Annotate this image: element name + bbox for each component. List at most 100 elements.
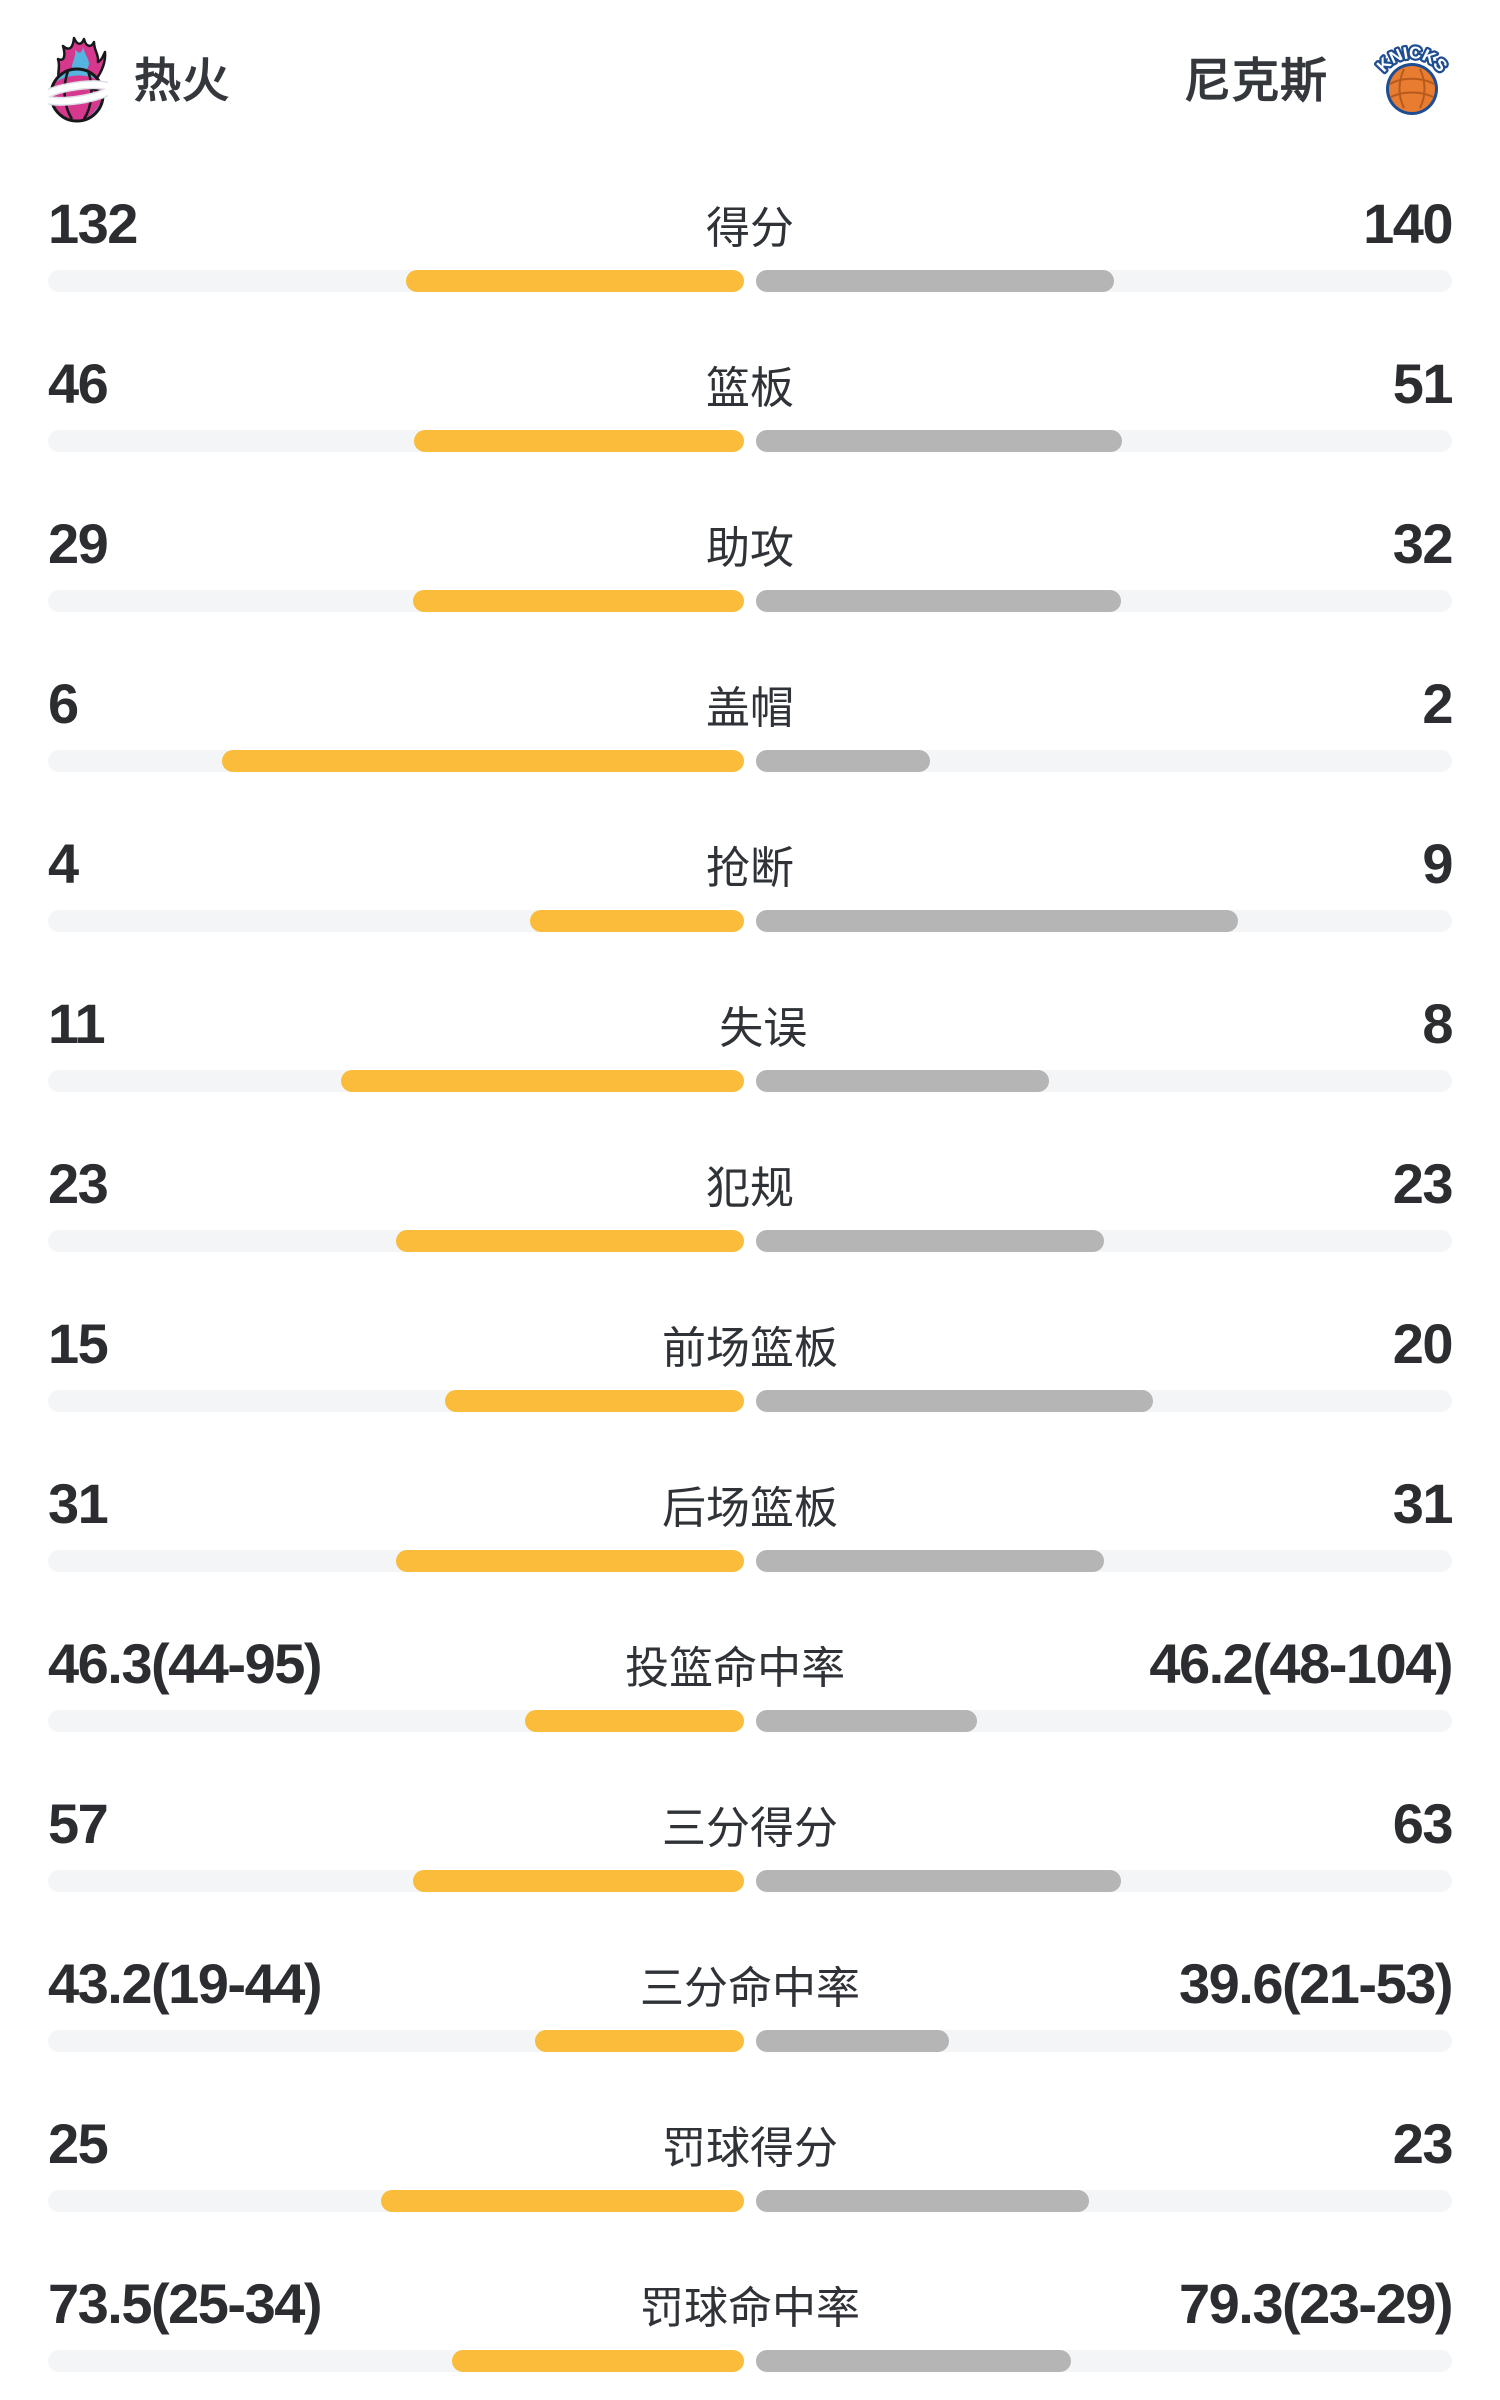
stat-row: 132 得分 140 [0,160,1500,320]
stat-row: 6 盖帽 2 [0,640,1500,800]
stat-label: 抢断 [706,844,794,893]
right-bar-fill [756,1710,978,1732]
comparison-bar [48,1710,1452,1732]
right-bar-track [756,910,1452,932]
right-team-value: 23 [1392,1152,1454,1215]
right-bar-fill [756,590,1122,612]
heat-logo-icon [48,36,108,123]
stat-text-line: 23 犯规 23 [48,1152,1454,1215]
stat-text-line: 4 抢断 9 [48,832,1453,895]
stat-text-line: 15 前场篮板 20 [48,1316,1454,1374]
comparison-bar [48,2350,1452,2372]
right-bar-track [756,2190,1452,2212]
teams-header: 热火 尼克斯 KNICKS [0,0,1500,160]
left-bar-track [48,430,744,452]
left-bar-fill [414,430,744,452]
right-bar-track [756,270,1452,292]
stats-list: 132 得分 140 46 篮板 51 [0,160,1500,2400]
stat-row: 11 失误 8 [0,960,1500,1120]
left-team-value: 25 [48,2112,109,2175]
right-bar-fill [756,2350,1072,2372]
stat-label: 失误 [719,1004,808,1053]
stat-row: 73.5(25-34) 罚球命中率 79.3(23-29) [0,2240,1500,2400]
right-team-value: 51 [1392,352,1454,415]
left-bar-track [48,1070,744,1092]
stat-label: 罚球得分 [662,2124,838,2173]
right-bar-track [756,1710,1452,1732]
right-bar-track [756,2350,1452,2372]
comparison-bar [48,1070,1452,1092]
right-bar-track [756,1230,1452,1252]
stat-text-line: 6 盖帽 2 [48,676,1453,734]
left-bar-fill [341,1070,744,1092]
right-team-value: 9 [1422,832,1453,895]
left-team-value: 132 [48,192,138,255]
team-left: 热火 [48,35,230,125]
comparison-bar [48,2030,1452,2052]
right-bar-track [756,2030,1452,2052]
team-left-name: 热火 [134,53,230,107]
stat-label: 犯规 [706,1164,794,1213]
comparison-bar [48,2190,1452,2212]
stat-label: 盖帽 [706,684,794,733]
right-team-value: 31 [1392,1472,1454,1535]
left-bar-fill [451,2350,744,2372]
knicks-logo-icon: KNICKS [1372,44,1452,115]
stat-label: 助攻 [706,524,794,573]
left-team-value: 31 [48,1472,109,1535]
left-team-value: 11 [48,992,106,1055]
right-team-value: 8 [1422,992,1453,1055]
left-team-value: 43.2(19-44) [48,1952,323,2015]
right-bar-track [756,1070,1452,1092]
left-bar-fill [529,910,744,932]
right-bar-fill [756,910,1238,932]
right-bar-fill [756,2030,949,2052]
stat-label: 罚球命中率 [640,2284,860,2333]
right-bar-fill [756,1070,1050,1092]
right-team-value: 32 [1392,512,1454,575]
stat-row: 43.2(19-44) 三分命中率 39.6(21-53) [0,1920,1500,2080]
right-bar-fill [756,1870,1122,1892]
stat-row: 4 抢断 9 [0,800,1500,960]
left-bar-track [48,2350,744,2372]
stat-label: 投篮命中率 [625,1644,846,1693]
team-right-name: 尼克斯 [1184,53,1328,107]
left-bar-fill [406,270,744,292]
stat-text-line: 132 得分 140 [48,192,1453,255]
stat-row: 46 篮板 51 [0,320,1500,480]
comparison-bar [48,1550,1452,1572]
left-bar-track [48,270,744,292]
right-bar-track [756,1390,1452,1412]
right-bar-fill [756,1390,1154,1412]
right-bar-track [756,430,1452,452]
right-team-value: 140 [1363,192,1453,255]
stat-row: 31 后场篮板 31 [0,1440,1500,1600]
stat-text-line: 73.5(25-34) 罚球命中率 79.3(23-29) [48,2272,1454,2335]
stat-row: 25 罚球得分 23 [0,2080,1500,2240]
right-team-value: 63 [1392,1792,1454,1855]
stat-text-line: 46 篮板 51 [48,352,1454,415]
right-team-value: 23 [1392,2112,1454,2175]
comparison-bar [48,430,1452,452]
stat-label: 三分得分 [662,1804,838,1853]
right-bar-fill [756,1550,1104,1572]
right-team-value: 39.6(21-53) [1178,1952,1454,2015]
left-bar-fill [413,590,744,612]
stat-label: 篮板 [706,364,794,413]
left-bar-track [48,590,744,612]
left-team-value: 73.5(25-34) [48,2272,323,2335]
stat-text-line: 43.2(19-44) 三分命中率 39.6(21-53) [48,1952,1454,2015]
left-team-value: 46 [48,352,109,415]
comparison-bar [48,270,1452,292]
stat-row: 46.3(44-95) 投篮命中率 46.2(48-104) [0,1600,1500,1760]
right-bar-track [756,1550,1452,1572]
left-bar-fill [445,1390,744,1412]
stat-text-line: 57 三分得分 63 [48,1792,1454,1855]
right-bar-track [756,1870,1452,1892]
comparison-bar [48,910,1452,932]
stat-text-line: 46.3(44-95) 投篮命中率 46.2(48-104) [48,1636,1453,1694]
right-bar-track [756,590,1452,612]
team-right: 尼克斯 KNICKS [1184,44,1452,116]
comparison-bar [48,1870,1452,1892]
